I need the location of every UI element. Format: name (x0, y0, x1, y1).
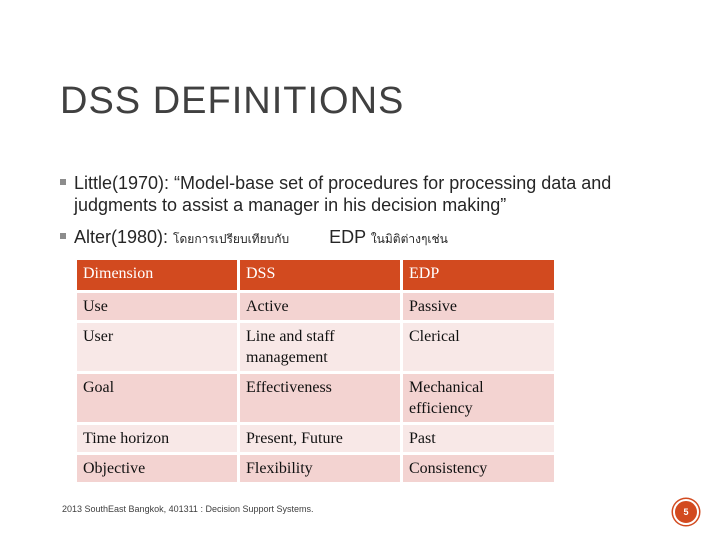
table-header-row: Dimension DSS EDP (77, 260, 554, 290)
table-row: Time horizon Present, Future Past (77, 425, 554, 452)
bullet-alter-edp: EDP (329, 227, 371, 247)
bullet-alter: Alter(1980): โดยการเปรียบเทียบกับ EDP ในม… (60, 226, 680, 250)
table-row: User Line and staff management Clerical (77, 323, 554, 371)
bullet-alter-prefix: Alter(1980): (74, 227, 174, 247)
page-number-badge: 5 (673, 499, 699, 525)
table-header-cell: EDP (403, 260, 554, 290)
table-cell: Past (403, 425, 554, 452)
bullet-marker-icon (60, 233, 66, 239)
table-cell: Line and staff management (240, 323, 400, 371)
bullet-little-text: Little(1970): “Model-base set of procedu… (74, 173, 612, 215)
slide-title: DSS DEFINITIONS (60, 80, 405, 122)
table-cell: Effectiveness (240, 374, 400, 422)
table-header-cell: DSS (240, 260, 400, 290)
table-row: Goal Effectiveness Mechanical efficiency (77, 374, 554, 422)
table-row: Use Active Passive (77, 293, 554, 320)
table-cell: Active (240, 293, 400, 320)
table-cell: Objective (77, 455, 237, 482)
bullet-marker-icon (60, 179, 66, 185)
table-cell: User (77, 323, 237, 371)
table-cell: Clerical (403, 323, 554, 371)
table-cell: Passive (403, 293, 554, 320)
table-row: Objective Flexibility Consistency (77, 455, 554, 482)
table-cell: Flexibility (240, 455, 400, 482)
bullet-alter-thai-1: โดยการเปรียบเทียบกับ (173, 232, 290, 246)
bullet-alter-thai-2: ในมิติต่างๆเช่น (370, 232, 448, 246)
bullet-little: Little(1970): “Model-base set of procedu… (60, 172, 680, 216)
table-cell: Mechanical efficiency (403, 374, 554, 422)
table-header-cell: Dimension (77, 260, 237, 290)
slide-footer: 2013 SouthEast Bangkok, 401311 : Decisio… (62, 504, 314, 514)
comparison-table: Dimension DSS EDP Use Active Passive Use… (74, 257, 557, 485)
table-cell: Use (77, 293, 237, 320)
table-cell: Consistency (403, 455, 554, 482)
table-cell: Present, Future (240, 425, 400, 452)
bullet-list: Little(1970): “Model-base set of procedu… (60, 172, 680, 260)
table-cell: Time horizon (77, 425, 237, 452)
table-cell: Goal (77, 374, 237, 422)
